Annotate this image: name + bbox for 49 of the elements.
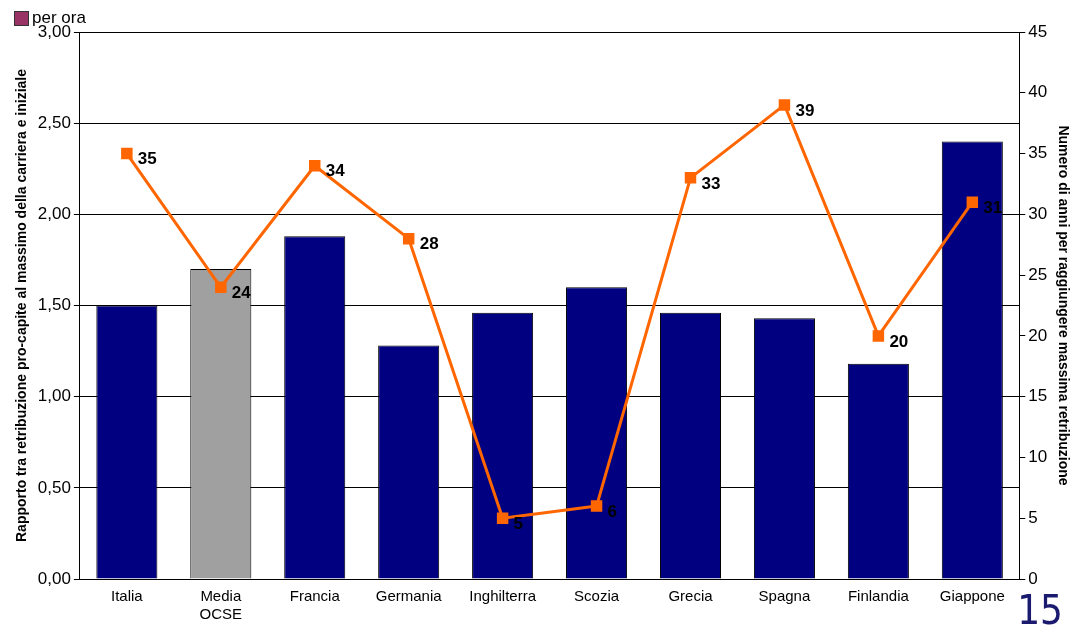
x-tick-label: Germania xyxy=(375,587,443,605)
data-label: 31 xyxy=(983,197,1003,217)
y-tick-label: 0,50 xyxy=(37,477,71,497)
y2-tick-label: 45 xyxy=(1028,21,1048,41)
data-label: 33 xyxy=(701,173,721,193)
point xyxy=(496,512,509,524)
point xyxy=(966,196,979,208)
x-tick-label: Inghilterra xyxy=(469,587,537,605)
data-label: 6 xyxy=(607,501,618,521)
x-tick-label: Finlandia xyxy=(847,587,910,605)
x-tick-label: Italia xyxy=(111,587,144,605)
x-tick-label: Media OCSE xyxy=(199,587,243,623)
y-tick-label: 0,00 xyxy=(37,568,71,588)
y2-tick-label: 15 xyxy=(1028,386,1048,406)
point xyxy=(402,232,415,245)
y-tick-label: 1,00 xyxy=(37,386,71,406)
y2-tick-label: 5 xyxy=(1028,507,1038,527)
point xyxy=(778,99,791,111)
point xyxy=(590,500,603,512)
text: 15 xyxy=(1017,587,1063,633)
data-label: 28 xyxy=(419,234,439,254)
y2-tick-label: 0 xyxy=(1028,568,1038,588)
y2-tick-label: 10 xyxy=(1028,447,1048,467)
data-label: 24 xyxy=(231,282,252,302)
y-tick-label: 2,50 xyxy=(37,112,71,132)
point xyxy=(872,330,885,342)
data-label: 5 xyxy=(513,513,524,533)
data-label: 34 xyxy=(325,161,346,181)
x-tick-label: Spagna xyxy=(758,587,811,605)
y-tick-label: 2,00 xyxy=(37,204,71,224)
point xyxy=(121,147,133,160)
y2-tick-label: 20 xyxy=(1028,325,1048,345)
y2-axis-title: Numero di anni per raggiungere massima retribuzione xyxy=(1055,125,1072,486)
x-tick-label: Scozia xyxy=(574,587,620,605)
y-tick-label: 1,50 xyxy=(37,295,71,315)
y2-tick-label: 35 xyxy=(1028,143,1048,163)
data-label: 20 xyxy=(889,331,909,351)
y2-tick-label: 30 xyxy=(1028,204,1048,224)
point xyxy=(684,172,697,184)
y-axis-title: Rapporto tra retribuzione pro-capite al massimo della carriera e iniziale xyxy=(13,68,30,543)
data-label: 39 xyxy=(795,100,815,120)
x-tick-label: Francia xyxy=(289,587,341,605)
y2-tick-label: 40 xyxy=(1028,82,1048,102)
data-label: 35 xyxy=(137,149,157,169)
x-tick-label: Giappone xyxy=(939,587,1005,605)
point xyxy=(215,281,227,294)
x-tick-label: Grecia xyxy=(668,587,714,605)
point xyxy=(309,159,321,172)
y2-tick-label: 25 xyxy=(1028,264,1048,284)
